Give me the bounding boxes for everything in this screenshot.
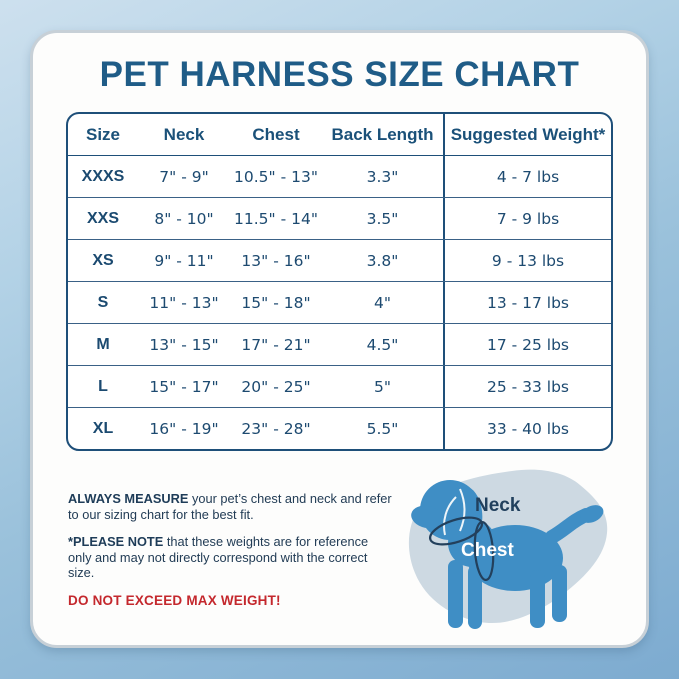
header-cell-neck: Neck bbox=[163, 124, 205, 144]
size-table: Size Neck Chest Back Length Suggested We… bbox=[66, 112, 613, 451]
cell-size: XXS bbox=[86, 209, 119, 227]
cell-chest: 23" - 28" bbox=[241, 419, 311, 438]
cell-chest: 20" - 25" bbox=[241, 377, 311, 396]
measure-note: ALWAYS MEASURE your pet’s chest and neck… bbox=[68, 491, 392, 522]
cell-back-length: 5.5" bbox=[366, 419, 399, 438]
cell-weight: 4 - 7 lbs bbox=[443, 156, 611, 197]
neck-label: Neck bbox=[475, 495, 521, 516]
cell-neck: 16" - 19" bbox=[149, 419, 219, 438]
notes: ALWAYS MEASURE your pet’s chest and neck… bbox=[68, 491, 392, 621]
table-row: S 11" - 13" 15" - 18" 4" 13 - 17 lbs bbox=[68, 281, 611, 323]
table-row: XXS 8" - 10" 11.5" - 14" 3.5" 7 - 9 lbs bbox=[68, 197, 611, 239]
cell-chest: 13" - 16" bbox=[241, 251, 311, 270]
reference-note-text: that these weights are for reference onl… bbox=[68, 534, 372, 581]
cell-back-length: 3.5" bbox=[366, 209, 399, 228]
cell-chest: 11.5" - 14" bbox=[234, 209, 318, 228]
cell-weight: 9 - 13 lbs bbox=[443, 240, 611, 281]
cell-neck: 15" - 17" bbox=[149, 377, 219, 396]
header-cell-chest: Chest bbox=[252, 124, 300, 144]
table-row: XS 9" - 11" 13" - 16" 3.8" 9 - 13 lbs bbox=[68, 239, 611, 281]
table-row: XXXS 7" - 9" 10.5" - 13" 3.3" 4 - 7 lbs bbox=[68, 155, 611, 197]
measure-note-lead: ALWAYS MEASURE bbox=[68, 491, 189, 506]
cell-chest: 15" - 18" bbox=[241, 293, 311, 312]
size-chart-card: PET HARNESS SIZE CHART Size Neck Chest B… bbox=[30, 30, 649, 648]
cell-back-length: 5" bbox=[374, 377, 391, 396]
cell-size: XS bbox=[92, 251, 114, 269]
dog-measurement-diagram: Neck Chest bbox=[390, 455, 640, 645]
cell-size: M bbox=[96, 335, 110, 353]
ear-guide-line bbox=[459, 488, 466, 532]
cell-size: XL bbox=[92, 419, 114, 437]
cell-neck: 7" - 9" bbox=[159, 167, 209, 186]
cell-back-length: 4.5" bbox=[366, 335, 399, 354]
cell-weight: 17 - 25 lbs bbox=[443, 324, 611, 365]
table-row: M 13" - 15" 17" - 21" 4.5" 17 - 25 lbs bbox=[68, 323, 611, 365]
page-title: PET HARNESS SIZE CHART bbox=[99, 55, 580, 94]
cell-size: S bbox=[97, 293, 109, 311]
table-row: XL 16" - 19" 23" - 28" 5.5" 33 - 40 lbs bbox=[68, 407, 611, 449]
cell-size: L bbox=[98, 377, 108, 395]
face-guide-line bbox=[443, 496, 457, 536]
warning-text: DO NOT EXCEED MAX WEIGHT! bbox=[68, 592, 281, 608]
cell-neck: 8" - 10" bbox=[154, 209, 214, 228]
cell-size: XXXS bbox=[81, 167, 125, 185]
cell-neck: 13" - 15" bbox=[149, 335, 219, 354]
cell-weight: 25 - 33 lbs bbox=[443, 366, 611, 407]
cell-weight: 13 - 17 lbs bbox=[443, 282, 611, 323]
header-cell-back-length: Back Length bbox=[331, 124, 434, 144]
reference-note: *PLEASE NOTE that these weights are for … bbox=[68, 534, 392, 581]
cell-back-length: 3.8" bbox=[366, 251, 399, 270]
table-row: L 15" - 17" 20" - 25" 5" 25 - 33 lbs bbox=[68, 365, 611, 407]
cell-neck: 9" - 11" bbox=[154, 251, 214, 270]
cell-weight: 7 - 9 lbs bbox=[443, 198, 611, 239]
table-header-row: Size Neck Chest Back Length Suggested We… bbox=[68, 114, 611, 155]
cell-weight: 33 - 40 lbs bbox=[443, 408, 611, 449]
chest-label: Chest bbox=[461, 540, 514, 561]
chest-measure-loop bbox=[473, 520, 495, 582]
header-cell-size: Size bbox=[85, 124, 121, 144]
cell-back-length: 4" bbox=[374, 293, 391, 312]
cell-back-length: 3.3" bbox=[366, 167, 399, 186]
dog-illustration bbox=[408, 469, 608, 629]
reference-note-lead: *PLEASE NOTE bbox=[68, 534, 164, 550]
cell-neck: 11" - 13" bbox=[149, 293, 219, 312]
measure-note-text: your pet’s chest and neck and refer to o… bbox=[68, 491, 396, 522]
cell-chest: 17" - 21" bbox=[241, 335, 311, 354]
cell-chest: 10.5" - 13" bbox=[234, 167, 318, 186]
header-cell-suggested-weight: Suggested Weight* bbox=[443, 114, 611, 155]
